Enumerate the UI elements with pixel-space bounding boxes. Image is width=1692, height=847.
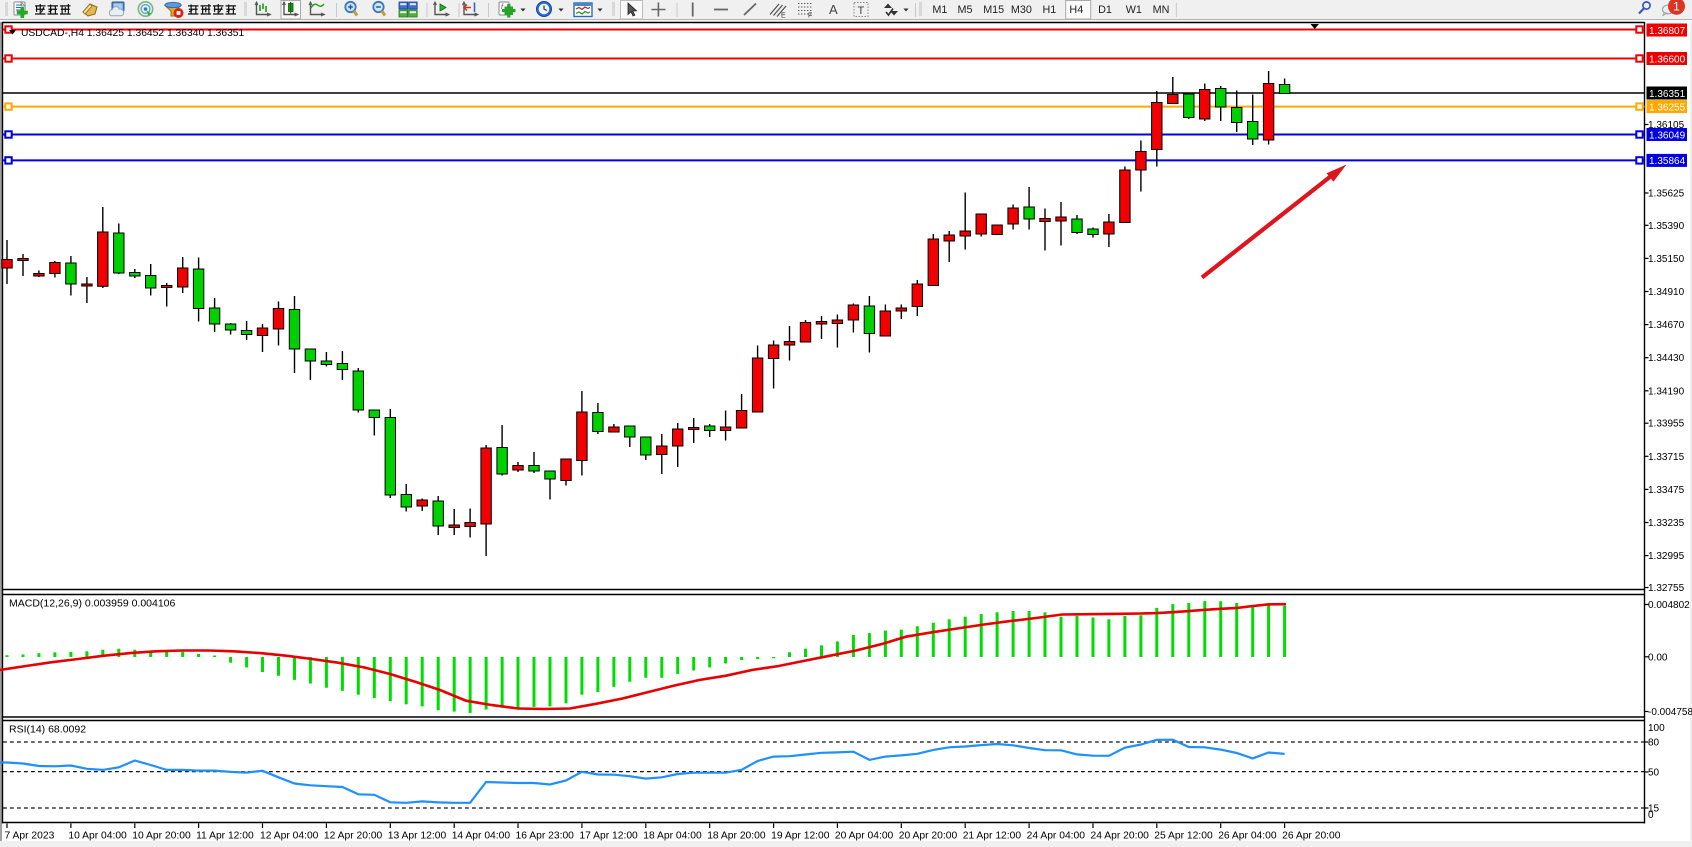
svg-text:1.36807: 1.36807 — [1649, 26, 1686, 37]
svg-text:1.35150: 1.35150 — [1648, 254, 1685, 265]
svg-text:1.36351: 1.36351 — [1649, 89, 1686, 100]
svg-text:10 Apr 04:00: 10 Apr 04:00 — [68, 831, 127, 842]
svg-text:13 Apr 12:00: 13 Apr 12:00 — [388, 831, 447, 842]
svg-text:RSI(14) 68.0092: RSI(14) 68.0092 — [9, 724, 86, 736]
svg-text:100: 100 — [1648, 723, 1665, 734]
svg-text:26 Apr 20:00: 26 Apr 20:00 — [1282, 831, 1341, 842]
svg-text:M15: M15 — [983, 4, 1004, 16]
svg-text:1.34430: 1.34430 — [1648, 353, 1685, 364]
svg-text:1.33715: 1.33715 — [1648, 452, 1685, 463]
svg-text:1.36105: 1.36105 — [1648, 120, 1685, 131]
svg-text:M30: M30 — [1011, 4, 1032, 16]
svg-text:7 Apr 2023: 7 Apr 2023 — [5, 831, 55, 842]
svg-text:1.32755: 1.32755 — [1648, 583, 1685, 594]
svg-text:24 Apr 20:00: 24 Apr 20:00 — [1091, 831, 1150, 842]
svg-text:A: A — [829, 2, 838, 17]
svg-text:MACD(12,26,9) 0.003959 0.00410: MACD(12,26,9) 0.003959 0.004106 — [9, 598, 176, 610]
svg-text:D1: D1 — [1098, 4, 1112, 16]
svg-text:1: 1 — [1673, 0, 1680, 14]
svg-text:17 Apr 12:00: 17 Apr 12:00 — [579, 831, 638, 842]
svg-text:1.33475: 1.33475 — [1648, 485, 1685, 496]
svg-text:1.36049: 1.36049 — [1649, 130, 1686, 141]
svg-text:1.34910: 1.34910 — [1648, 287, 1685, 298]
svg-text:20 Apr 04:00: 20 Apr 04:00 — [835, 831, 894, 842]
svg-text:F: F — [808, 13, 812, 20]
svg-text:MN: MN — [1153, 4, 1170, 16]
svg-text:15: 15 — [1648, 804, 1660, 815]
svg-text:50: 50 — [1648, 768, 1660, 779]
svg-text:-0.004758: -0.004758 — [1648, 707, 1692, 718]
svg-text:14 Apr 04:00: 14 Apr 04:00 — [452, 831, 511, 842]
svg-text:10 Apr 20:00: 10 Apr 20:00 — [132, 831, 191, 842]
svg-text:19 Apr 12:00: 19 Apr 12:00 — [771, 831, 830, 842]
svg-text:18 Apr 04:00: 18 Apr 04:00 — [643, 831, 702, 842]
svg-text:M1: M1 — [932, 4, 947, 16]
svg-text:16 Apr 23:00: 16 Apr 23:00 — [516, 831, 575, 842]
svg-text:24 Apr 04:00: 24 Apr 04:00 — [1027, 831, 1086, 842]
svg-text:1.32995: 1.32995 — [1648, 551, 1685, 562]
svg-text:M5: M5 — [958, 4, 973, 16]
svg-text:1.34670: 1.34670 — [1648, 320, 1685, 331]
svg-text:21 Apr 12:00: 21 Apr 12:00 — [963, 831, 1022, 842]
svg-text:1.36255: 1.36255 — [1649, 102, 1686, 113]
svg-text:20 Apr 20:00: 20 Apr 20:00 — [899, 831, 958, 842]
svg-text:1.36600: 1.36600 — [1649, 54, 1686, 65]
svg-text:E: E — [781, 13, 786, 20]
svg-text:25 Apr 12:00: 25 Apr 12:00 — [1154, 831, 1213, 842]
svg-text:11 Apr 12:00: 11 Apr 12:00 — [196, 831, 254, 842]
svg-text:0.00: 0.00 — [1648, 652, 1668, 663]
svg-text:1.35625: 1.35625 — [1648, 189, 1685, 200]
svg-text:H4: H4 — [1069, 4, 1083, 16]
svg-text:USDCAD-,H4 1.36425 1.36452 1.: USDCAD-,H4 1.36425 1.36452 1.36340 1.363… — [21, 28, 245, 39]
svg-text:f: f — [501, 4, 504, 11]
svg-text:26 Apr 04:00: 26 Apr 04:00 — [1218, 831, 1277, 842]
svg-text:12 Apr 04:00: 12 Apr 04:00 — [260, 831, 319, 842]
svg-text:1.34190: 1.34190 — [1648, 386, 1685, 397]
svg-text:80: 80 — [1648, 738, 1660, 749]
svg-text:12 Apr 20:00: 12 Apr 20:00 — [324, 831, 383, 842]
svg-text:1.35390: 1.35390 — [1648, 221, 1685, 232]
svg-text:0.004802: 0.004802 — [1648, 600, 1690, 611]
svg-text:W1: W1 — [1126, 4, 1142, 16]
svg-text:1.35864: 1.35864 — [1649, 156, 1686, 167]
svg-text:1.33235: 1.33235 — [1648, 518, 1685, 529]
svg-text:T: T — [858, 5, 865, 17]
svg-text:18 Apr 20:00: 18 Apr 20:00 — [707, 831, 766, 842]
svg-text:1.33955: 1.33955 — [1648, 419, 1685, 430]
svg-text:0: 0 — [1648, 810, 1654, 821]
svg-text:H1: H1 — [1042, 4, 1056, 16]
